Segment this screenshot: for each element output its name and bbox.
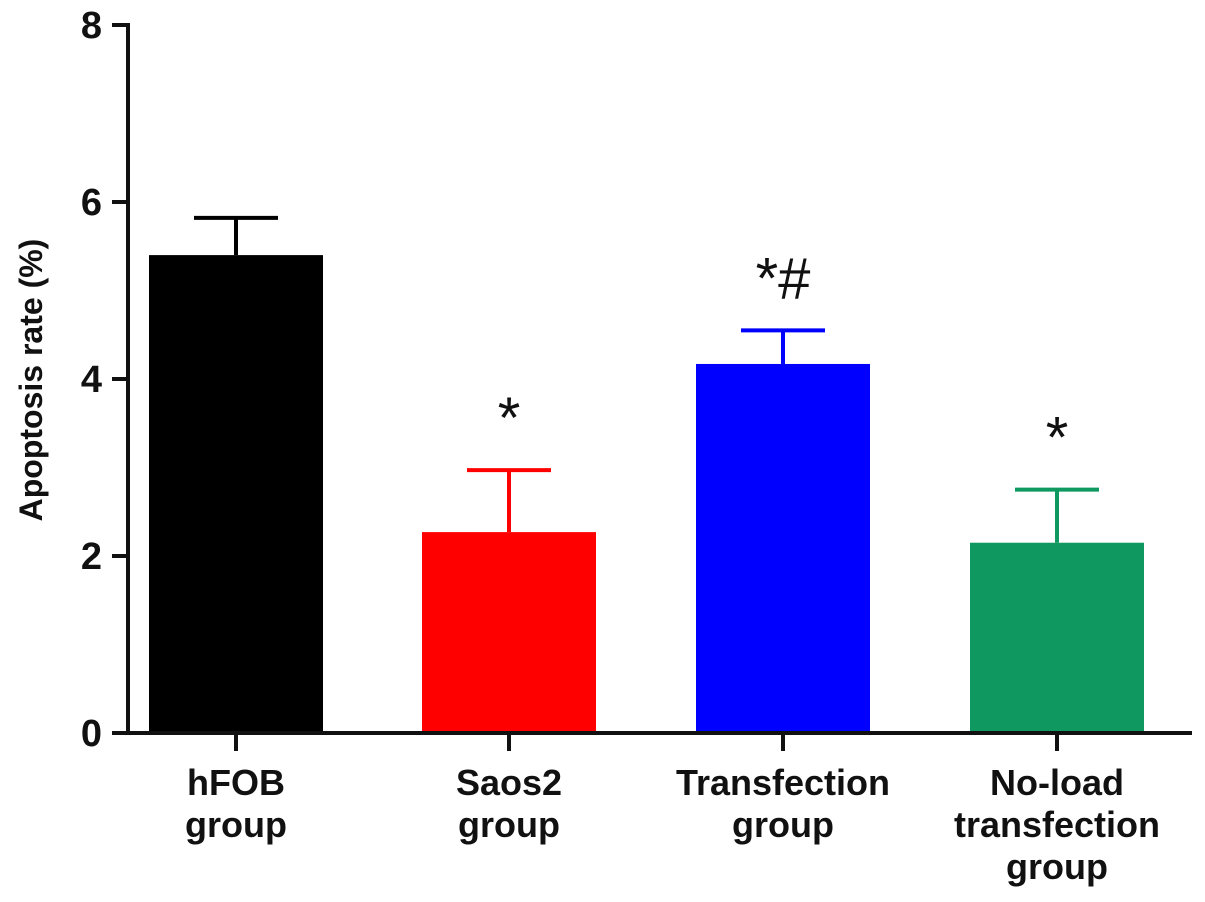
y-tick-label: 0 bbox=[81, 713, 102, 755]
x-tick-label: No-load bbox=[990, 762, 1124, 803]
x-tick-label: group bbox=[185, 804, 287, 845]
y-tick-label: 4 bbox=[81, 359, 102, 401]
bar bbox=[422, 532, 596, 733]
y-axis: 0 2 4 6 8 bbox=[81, 5, 130, 755]
y-tick-label: 6 bbox=[81, 182, 102, 224]
significance-marker: *# bbox=[756, 246, 811, 311]
bars: * *# * bbox=[149, 215, 1144, 733]
x-tick-label: Transfection bbox=[676, 762, 890, 803]
significance-marker: * bbox=[498, 386, 521, 451]
significance-marker: * bbox=[1046, 406, 1069, 471]
y-tick-label: 8 bbox=[81, 5, 102, 47]
x-tick-label: group bbox=[458, 804, 560, 845]
bar bbox=[970, 542, 1144, 733]
bar bbox=[696, 363, 870, 733]
y-tick-label: 2 bbox=[81, 536, 102, 578]
x-tick-label: transfection bbox=[954, 804, 1160, 845]
x-axis: hFOBgroupSaos2groupTransfectiongroupNo-l… bbox=[126, 731, 1192, 887]
x-tick-label: group bbox=[1006, 846, 1108, 887]
x-tick-label: hFOB bbox=[187, 762, 285, 803]
x-tick-label: Saos2 bbox=[456, 762, 562, 803]
bar bbox=[149, 255, 323, 733]
x-tick-label: group bbox=[732, 804, 834, 845]
y-axis-title: Apoptosis rate (%) bbox=[13, 239, 49, 522]
